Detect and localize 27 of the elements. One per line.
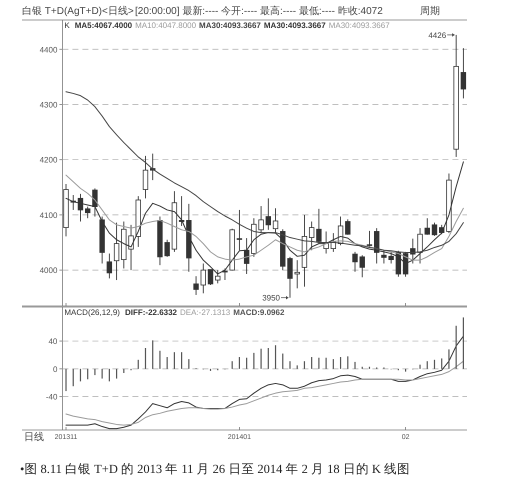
text: DIFF:-22.6332 bbox=[124, 308, 178, 317]
annotation: MA30:4093.3667 bbox=[264, 21, 326, 30]
text: MACD:9.0962 bbox=[233, 308, 285, 317]
legend-title: K bbox=[64, 21, 70, 30]
y-tick-label: 40 bbox=[48, 337, 58, 346]
text: MA5:4067.4000 bbox=[74, 21, 133, 30]
text: 日线 bbox=[24, 431, 44, 443]
y-tick-label: 4300 bbox=[40, 100, 58, 110]
text: MA30:4093.3667 bbox=[199, 21, 262, 30]
y-tick-label: 4000 bbox=[40, 266, 58, 276]
y-tick-label: 4200 bbox=[40, 156, 58, 165]
y-tick-label: 4400 bbox=[40, 45, 58, 54]
chart-subtitle: 白银 T+D(AgT+D)<日线> bbox=[22, 5, 134, 17]
text: [20:00:00] 最新:---- 今开:---- 最高:---- 最低:---- 昨收:4072 bbox=[135, 5, 384, 17]
annotation: MA30:4093.3667 bbox=[328, 21, 390, 30]
line-series bbox=[66, 336, 464, 430]
y-tick-label: 4100 bbox=[40, 210, 58, 220]
line-series bbox=[66, 360, 464, 426]
text: •图 8.11 白银 T+D 的 2013 年 11 月 26 日至 2014 年 2 月 18 日的 K 线图 bbox=[20, 462, 410, 476]
y-tick-label: -40 bbox=[46, 392, 58, 402]
y-tick-label: 0 bbox=[52, 364, 58, 374]
text: DEA:-27.1313 bbox=[180, 308, 231, 317]
annotation: 3950 bbox=[262, 294, 281, 303]
annotation: 4426 bbox=[428, 30, 447, 40]
text: 周期 bbox=[420, 5, 440, 17]
legend-title: MACD(26,12,9) bbox=[64, 308, 120, 317]
text: MA10:4047.8000 bbox=[135, 21, 197, 30]
